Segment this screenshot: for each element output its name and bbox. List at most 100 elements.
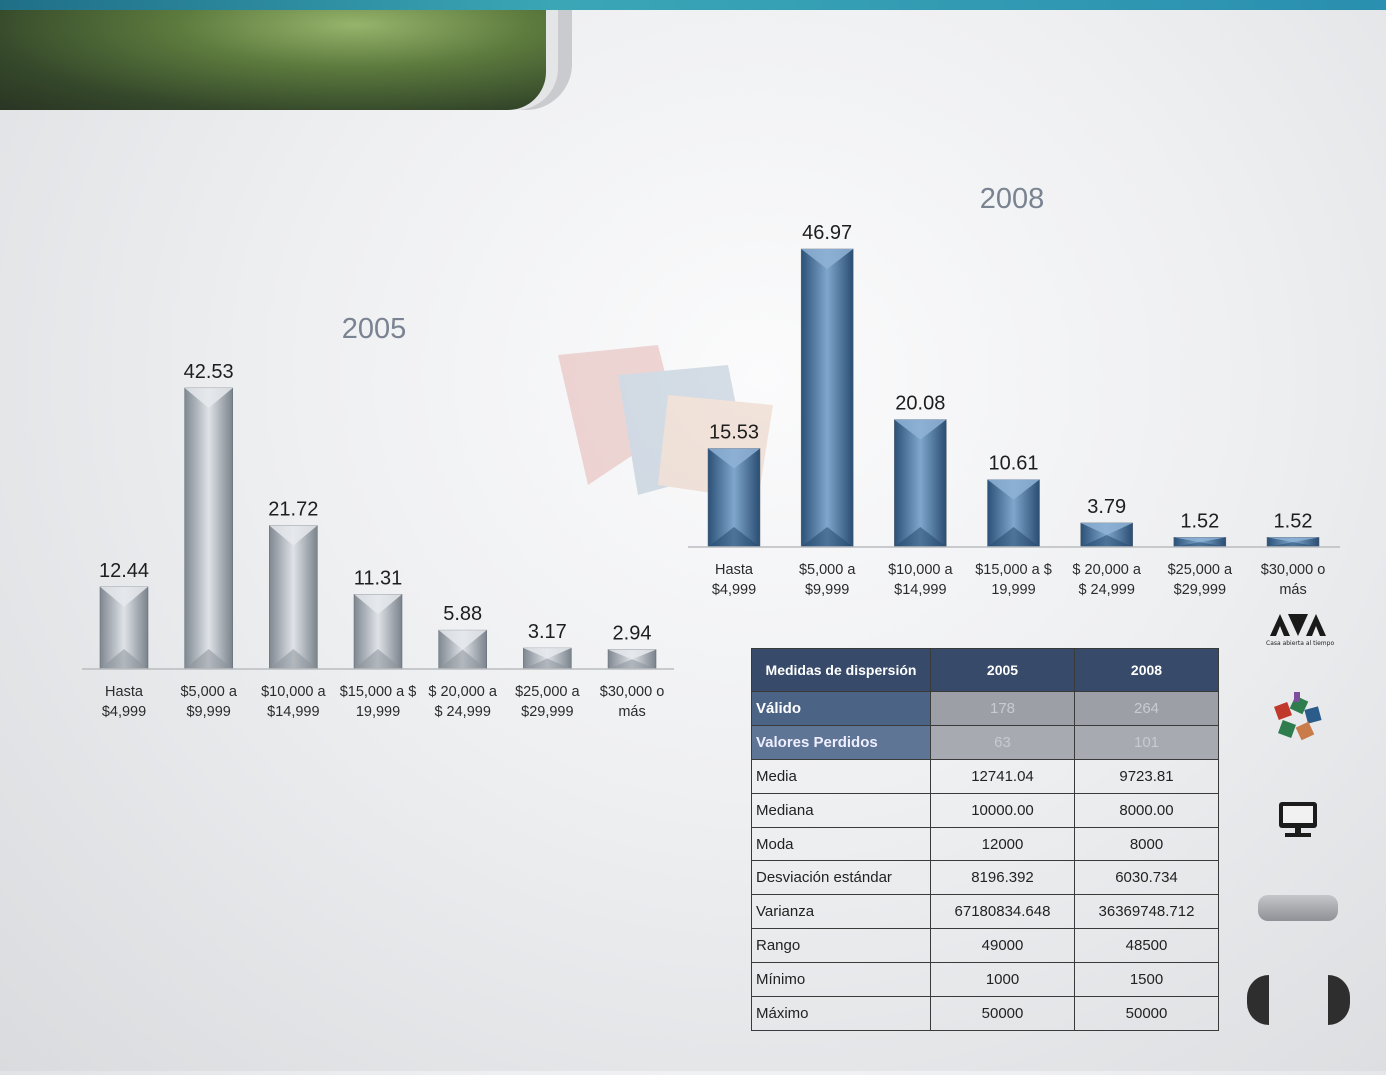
data-label-2008-0: 15.53 [709, 421, 759, 443]
table-cell-label: Media [751, 758, 931, 794]
chart-title-2005: 2005 [342, 313, 407, 345]
table-header-2008: 2008 [1074, 648, 1219, 692]
data-label-2005-4: 5.88 [443, 603, 482, 625]
bar-2005-1 [184, 387, 233, 670]
table-cell-label: Varianza [751, 894, 931, 930]
bar-cap-2008-3 [987, 479, 1040, 500]
header-tab [0, 10, 546, 110]
table-cell-label: Válido [751, 691, 931, 726]
data-label-2008-6: 1.52 [1274, 510, 1313, 532]
uam-logo[interactable]: Casa abierta al tiempo [1266, 612, 1335, 652]
bar-cap-2005-4 [438, 630, 487, 650]
category-label-2008-6: $30,000 o más [1261, 562, 1326, 598]
data-label-2005-3: 11.31 [354, 567, 403, 589]
bar-base-2005-0 [100, 649, 148, 669]
data-label-2005-6: 2.94 [613, 623, 652, 645]
bar-base-2005-2 [269, 649, 318, 669]
bar-base-2008-2 [894, 527, 947, 547]
table-cell-2008: 48500 [1074, 928, 1219, 964]
table-body: Válido 178 264 Valores Perdidos 63 101 Media 12… [751, 691, 1219, 1031]
category-label-2008-3: $15,000 a $19,999 [975, 562, 1052, 598]
category-label-2008-0: Hasta $4,999 [712, 562, 756, 598]
table-cell-label: Rango [751, 928, 931, 964]
next-button[interactable] [1328, 975, 1350, 1025]
table-cell-2008: 264 [1074, 691, 1219, 726]
table-row: Mediana 10000.00 8000.00 [751, 792, 1219, 828]
table-row: Desviación estándar 8196.392 6030.734 [751, 860, 1219, 896]
data-label-2005-2: 21.72 [268, 498, 318, 520]
bar-cap-2008-4 [1080, 522, 1133, 535]
bar-2008-2 [894, 419, 947, 548]
table-cell-2005: 50000 [930, 996, 1075, 1031]
table-row: Válido 178 264 [751, 691, 1219, 726]
bar-cap-2005-2 [269, 525, 318, 546]
table-cell-2005: 12741.04 [930, 758, 1075, 794]
bar-base-2008-4 [1080, 534, 1133, 547]
table-cell-label: Moda [751, 826, 931, 862]
table-cell-2008: 9723.81 [1074, 758, 1219, 794]
bar-cap-2005-6 [608, 649, 657, 660]
data-label-2008-4: 3.79 [1087, 496, 1126, 518]
data-label-2005-5: 3.17 [528, 621, 567, 643]
bar-base-2008-3 [987, 527, 1040, 547]
uam-logo-icon [1270, 614, 1326, 636]
bar-cap-2005-5 [523, 648, 572, 659]
data-label-2008-3: 10.61 [988, 453, 1038, 475]
bar-base-2005-1 [184, 649, 233, 669]
bar-cap-2008-1 [801, 249, 854, 269]
bar-base-2005-5 [523, 658, 572, 669]
uam-logo-caption: Casa abierta al tiempo [1266, 640, 1335, 647]
table-row: Valores Perdidos 63 101 [751, 724, 1219, 760]
bar-2008-1 [800, 248, 854, 548]
previous-button[interactable] [1247, 975, 1269, 1025]
bar-base-2008-0 [708, 527, 760, 547]
data-label-2008-5: 1.52 [1180, 510, 1219, 532]
table-cell-2008: 1500 [1074, 962, 1219, 998]
table-row: Máximo 50000 50000 [751, 996, 1219, 1031]
category-label-2005-0: Hasta $4,999 [102, 684, 146, 720]
bar-cap-2008-5 [1173, 537, 1226, 543]
table-header-measure: Medidas de dispersión [751, 648, 931, 692]
table-cell-label: Mediana [751, 792, 931, 828]
table-cell-2008: 8000.00 [1074, 792, 1219, 828]
bar-cap-2008-2 [894, 419, 947, 440]
table-cell-2005: 1000 [930, 962, 1075, 998]
table-cell-2005: 10000.00 [930, 792, 1075, 828]
dispersion-table: Medidas de dispersión 2005 2008 Válido 17… [751, 648, 1219, 1031]
table-cell-2008: 6030.734 [1074, 860, 1219, 896]
category-label-2008-2: $10,000 a $14,999 [888, 562, 953, 598]
table-row: Media 12741.04 9723.81 [751, 758, 1219, 794]
monitor-icon[interactable] [1276, 800, 1320, 838]
menu-button[interactable] [1258, 895, 1338, 921]
data-label-2008-1: 46.97 [802, 222, 852, 244]
table-cell-2005: 12000 [930, 826, 1075, 862]
bar-base-2008-5 [1173, 542, 1226, 547]
bar-2005-2 [269, 525, 318, 670]
category-label-2008-4: $ 20,000 a $ 24,999 [1072, 562, 1141, 598]
bar-base-2005-6 [608, 659, 657, 669]
bar-base-2005-3 [354, 649, 403, 669]
category-label-2005-6: $30,000 o más [600, 684, 665, 720]
bar-cap-2005-0 [100, 586, 148, 607]
table-header-2005: 2005 [930, 648, 1075, 692]
category-label-2005-3: $15,000 a $19,999 [340, 684, 417, 720]
table-cell-2005: 67180834.648 [930, 894, 1075, 930]
table-cell-2008: 50000 [1074, 996, 1219, 1031]
table-cell-2005: 49000 [930, 928, 1075, 964]
chart-title-2008: 2008 [980, 183, 1045, 215]
category-label-2005-5: $25,000 a $29,999 [515, 684, 580, 720]
table-cell-label: Valores Perdidos [751, 724, 931, 760]
table-cell-label: Mínimo [751, 962, 931, 998]
colored-blocks-icon[interactable] [1272, 690, 1324, 746]
top-accent-bar [0, 0, 1386, 10]
category-label-2005-2: $10,000 a $14,999 [261, 684, 326, 720]
data-label-2005-1: 42.53 [184, 361, 234, 383]
data-label-2005-0: 12.44 [99, 560, 149, 582]
table-cell-2005: 178 [930, 691, 1075, 726]
category-label-2008-5: $25,000 a $29,999 [1168, 562, 1233, 598]
table-cell-label: Máximo [751, 996, 931, 1031]
bar-base-2008-1 [801, 527, 854, 547]
table-cell-2005: 8196.392 [930, 860, 1075, 896]
table-cell-2008: 8000 [1074, 826, 1219, 862]
